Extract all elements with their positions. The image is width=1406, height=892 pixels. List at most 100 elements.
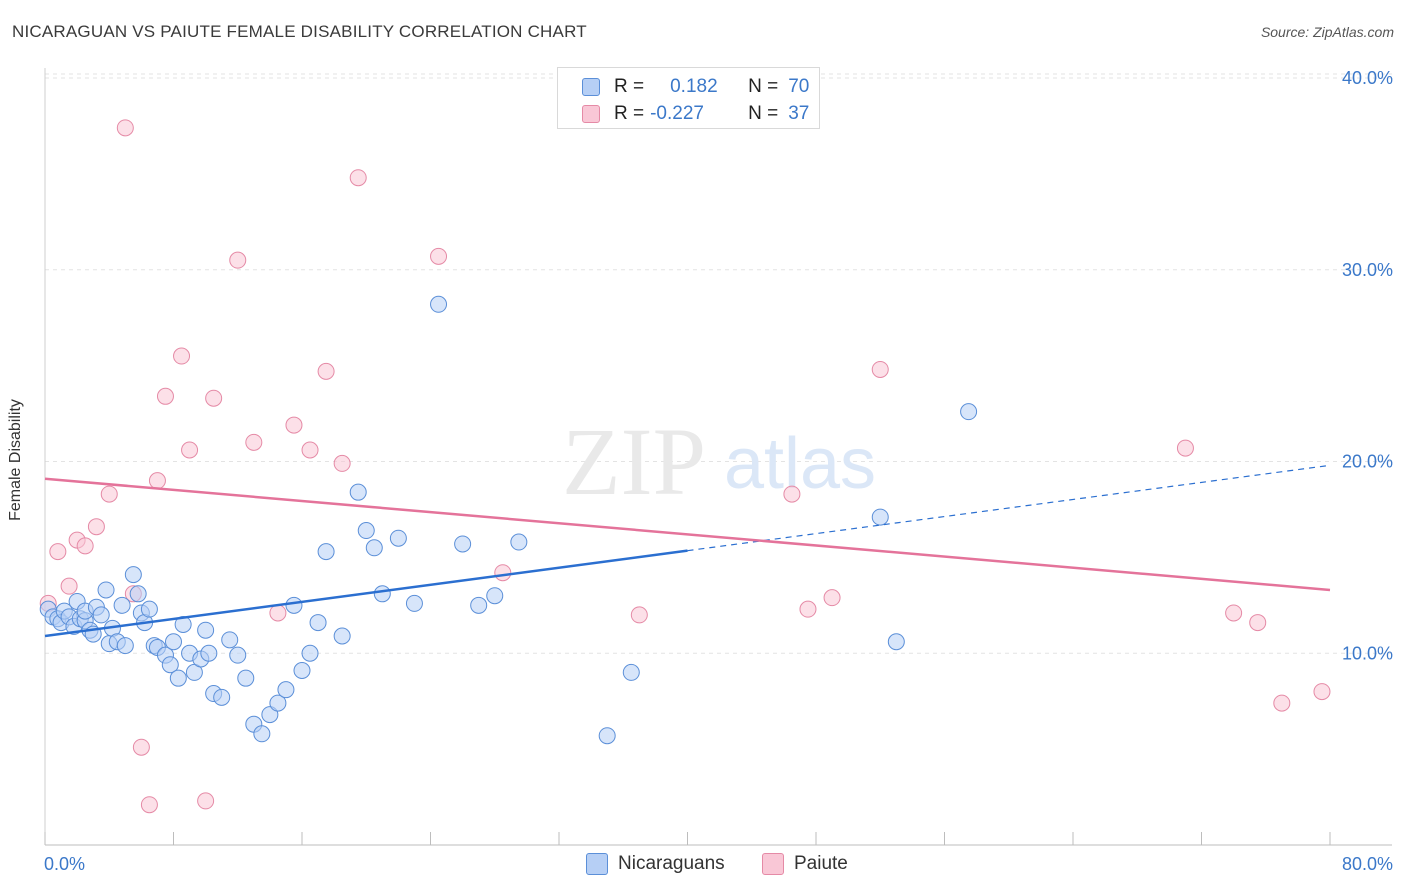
paiute-point [87, 518, 105, 536]
stats-legend: R = 0.182 N = 70 R = -0.227 N = 37 [557, 67, 820, 129]
legend-r-label: R = [614, 76, 645, 97]
legend-r-value: -0.227 [650, 103, 704, 124]
paiute-point [1176, 439, 1194, 457]
nicaraguan-point [97, 581, 115, 599]
nicaraguan-point [197, 621, 215, 639]
paiute-point [301, 441, 319, 459]
y-tick-label: 10.0% [1342, 643, 1393, 663]
paiute-point [132, 738, 150, 756]
nicaraguan-point [116, 637, 134, 655]
paiute-point [116, 119, 134, 137]
nicaraguan-point [165, 633, 182, 651]
watermark-zip: ZIP [562, 408, 706, 515]
nicaraguan-point [887, 633, 905, 651]
paiute-point [494, 564, 512, 582]
nicaraguan-point [140, 600, 158, 618]
nicaraguan-point [169, 669, 187, 687]
paiute-point [140, 796, 158, 814]
paiute-point [1273, 694, 1291, 712]
nicaraguan-point [124, 566, 142, 584]
nicaraguan-point [871, 508, 889, 526]
nicaraguan-point [269, 694, 287, 712]
legend-label: Paiute [794, 853, 848, 874]
legend-n-value: 37 [788, 103, 810, 124]
tick-labels: 10.0% 20.0% 30.0% 40.0% 0.0% 80.0% [44, 68, 1393, 874]
legend-swatch-blue [586, 853, 608, 875]
nicaraguan-point [221, 631, 239, 649]
paiute-point [1249, 614, 1267, 632]
x-tick-label: 80.0% [1342, 854, 1393, 874]
paiute-point [1225, 604, 1243, 622]
nicaraguan-point [510, 533, 528, 551]
nicaraguan-point [454, 535, 472, 553]
paiute-point [285, 416, 303, 434]
nicaraguan-point [960, 403, 978, 421]
source-label: Source: ZipAtlas.com [1260, 24, 1394, 40]
trend-lines [44, 464, 1331, 638]
nicaraguan-point [301, 644, 319, 662]
nicaraguan-point [333, 627, 351, 645]
paiute-point [49, 543, 67, 561]
nicaraguan-point [309, 614, 327, 632]
paiute-trend [44, 477, 1331, 592]
legend-label: Nicaraguans [618, 853, 725, 874]
y-tick-label: 40.0% [1342, 68, 1393, 88]
watermark-atlas: atlas [724, 424, 876, 504]
paiute-point [148, 472, 166, 490]
nicaraguan-point [598, 727, 616, 745]
nicaraguan-point [261, 706, 279, 724]
axes [44, 68, 1392, 846]
nicaraguan-point [253, 725, 271, 743]
legend-row-nicaraguans: R = 0.182 N = 70 [582, 76, 809, 98]
paiute-point [245, 433, 263, 451]
paiute-point [76, 537, 94, 555]
nicaraguan-point [285, 596, 303, 614]
nicaraguan-point [113, 596, 131, 614]
legend-swatch-blue [582, 78, 600, 96]
nicaraguan-point [357, 522, 375, 540]
nicaraguan-point [277, 681, 295, 699]
paiute-point [430, 247, 448, 265]
legend-n-label: N = [748, 103, 779, 124]
legend-item-nicaraguans[interactable]: Nicaraguans [586, 852, 725, 876]
legend-n-label: N = [748, 76, 779, 97]
y-tick-label: 30.0% [1342, 260, 1393, 280]
grid [45, 73, 1392, 654]
paiute-point [799, 600, 817, 618]
paiute-point [783, 485, 801, 503]
nicaraguan-point [470, 596, 488, 614]
paiute-point [205, 389, 223, 407]
paiute-point [317, 362, 335, 380]
legend-row-paiute: R = -0.227 N = 37 [582, 103, 809, 125]
nicaraguan-point [161, 656, 179, 674]
paiute-point [100, 485, 118, 503]
nicaraguan-point [293, 662, 311, 680]
nicaraguan-point [405, 594, 423, 612]
nicaraguan-points [39, 295, 978, 745]
paiute-point [197, 792, 215, 810]
nicaraguan-trend-solid [44, 549, 688, 638]
legend-item-paiute[interactable]: Paiute [762, 852, 848, 876]
paiute-point [173, 347, 191, 365]
legend-swatch-pink [762, 853, 784, 875]
paiute-point [630, 606, 648, 624]
paiute-point [181, 441, 199, 459]
legend-swatch-pink [582, 105, 600, 123]
nicaraguan-point [365, 539, 383, 557]
legend-r-value: 0.182 [670, 76, 718, 97]
paiute-point [60, 577, 78, 595]
chart-title: NICARAGUAN VS PAIUTE FEMALE DISABILITY C… [12, 22, 587, 41]
paiute-point [156, 387, 174, 405]
nicaraguan-point [389, 529, 407, 547]
nicaraguan-point [129, 585, 147, 603]
nicaraguan-trend-dashed [687, 464, 1331, 552]
y-tick-label: 20.0% [1342, 452, 1393, 472]
paiute-point [333, 454, 351, 472]
paiute-point [229, 251, 247, 269]
nicaraguan-point [229, 646, 247, 664]
paiute-point [823, 589, 841, 607]
nicaraguan-point [622, 663, 640, 681]
nicaraguan-point [349, 483, 367, 501]
nicaraguan-point [237, 669, 255, 687]
